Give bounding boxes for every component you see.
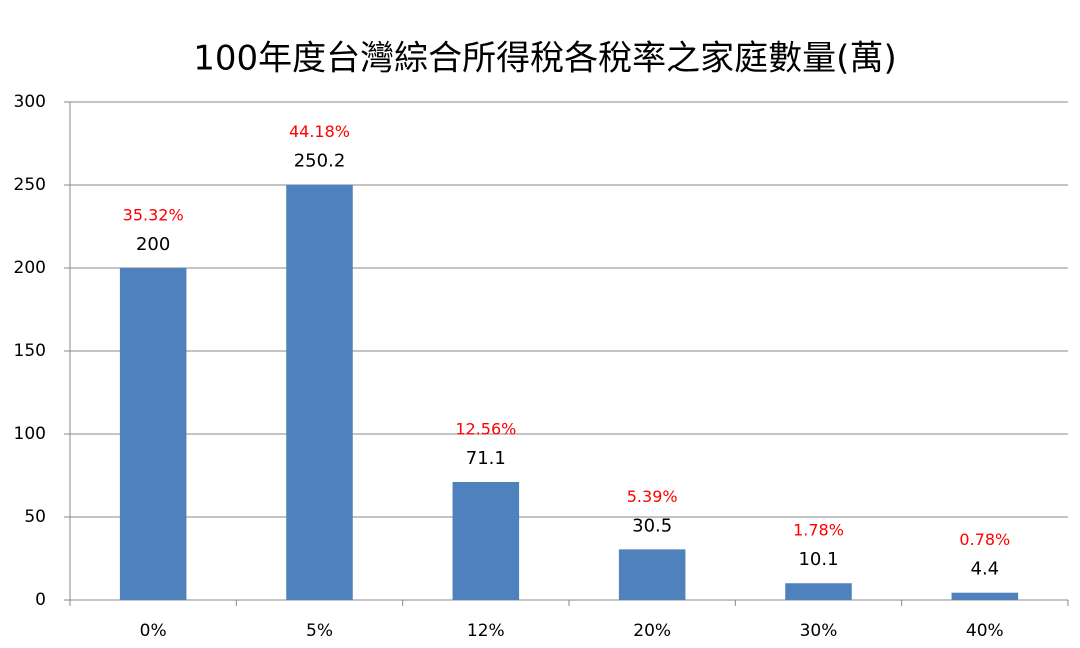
x-tick-label: 5% — [306, 621, 333, 641]
y-tick-label: 50 — [24, 507, 46, 527]
bar — [119, 268, 187, 600]
bar — [286, 184, 353, 600]
y-tick-label: 150 — [14, 341, 46, 361]
y-tick-label: 250 — [14, 175, 46, 195]
share-annotation: 35.32% — [123, 206, 184, 225]
y-tick-label: 100 — [14, 424, 46, 444]
data-label: 10.1 — [798, 549, 838, 570]
data-label: 250.2 — [294, 151, 346, 172]
y-tick-label: 200 — [14, 258, 46, 278]
data-label: 71.1 — [466, 448, 506, 469]
chart-title: 100年度台灣綜合所得稅各稅率之家庭數量(萬) — [193, 39, 896, 79]
bar — [452, 481, 520, 600]
bar — [785, 583, 852, 600]
data-label: 30.5 — [632, 515, 672, 536]
x-tick-label: 0% — [140, 621, 167, 641]
share-annotation: 12.56% — [455, 419, 516, 438]
share-annotation: 44.18% — [289, 122, 350, 141]
x-tick-label: 12% — [467, 621, 505, 641]
y-tick-label: 0 — [35, 590, 46, 610]
y-tick-label: 300 — [14, 92, 46, 112]
share-annotation: 0.78% — [959, 530, 1010, 549]
x-tick-label: 30% — [800, 621, 838, 641]
share-annotation: 5.39% — [627, 487, 678, 506]
x-tick-label: 20% — [633, 621, 671, 641]
x-tick-label: 40% — [966, 621, 1004, 641]
data-label: 200 — [136, 234, 170, 255]
bar — [951, 592, 1019, 600]
share-annotation: 1.78% — [793, 521, 844, 540]
data-label: 4.4 — [971, 559, 1000, 580]
bar — [618, 549, 686, 600]
